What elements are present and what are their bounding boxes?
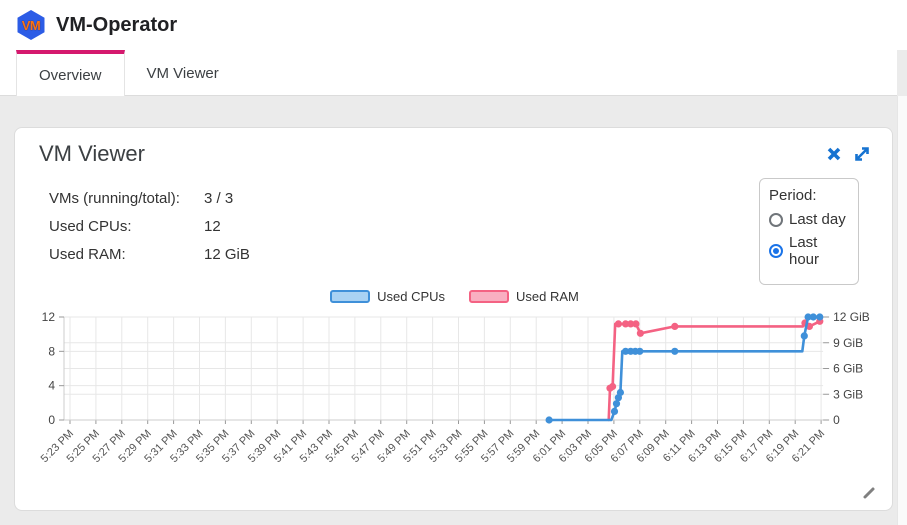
legend-used-ram[interactable]: Used RAM bbox=[469, 289, 579, 304]
usage-chart: 5:23 PM 5:25 PM 5:27 PM 5:29 PM 5:31 PM 5:33 … bbox=[15, 286, 894, 491]
svg-text:12 GiB: 12 GiB bbox=[833, 310, 870, 324]
used-ram-label: Used RAM bbox=[516, 289, 579, 304]
tab-bar: Overview VM Viewer bbox=[0, 50, 897, 97]
period-label: Period: bbox=[769, 187, 817, 204]
legend-used-cpus[interactable]: Used CPUs bbox=[330, 289, 445, 304]
period-selector: Period: Last day Last hour bbox=[759, 178, 859, 285]
app-header: VM VM-Operator bbox=[0, 0, 907, 50]
vm-operator-logo-icon: VM bbox=[17, 10, 45, 40]
usage-chart-svg: 5:23 PM5:25 PM5:27 PM5:29 PM5:31 PM5:33 … bbox=[39, 310, 870, 465]
svg-text:4: 4 bbox=[48, 379, 55, 393]
radio-last-day[interactable]: Last day bbox=[769, 211, 849, 228]
stat-vms: VMs (running/total): 3 / 3 bbox=[49, 184, 250, 212]
card-title: VM Viewer bbox=[39, 141, 145, 166]
stat-cpus: Used CPUs: 12 bbox=[49, 212, 250, 240]
chart-legend: Used CPUs Used RAM bbox=[15, 289, 894, 304]
svg-text:3 GiB: 3 GiB bbox=[833, 387, 863, 401]
stat-vms-label: VMs (running/total): bbox=[49, 189, 180, 207]
svg-text:8: 8 bbox=[48, 344, 55, 358]
stat-ram-value: 12 GiB bbox=[204, 245, 250, 263]
svg-text:12: 12 bbox=[42, 310, 56, 324]
tab-overview[interactable]: Overview bbox=[16, 50, 125, 97]
radio-last-day-label: Last day bbox=[789, 211, 846, 228]
vm-stats: VMs (running/total): 3 / 3 Used CPUs: 12… bbox=[49, 184, 250, 268]
resize-handle-icon[interactable] bbox=[862, 486, 876, 500]
svg-text:0: 0 bbox=[48, 413, 55, 427]
app-title: VM-Operator bbox=[56, 13, 178, 36]
used-cpus-swatch bbox=[330, 290, 371, 303]
used-ram-swatch bbox=[469, 290, 510, 303]
stat-vms-value: 3 / 3 bbox=[204, 189, 234, 207]
radio-last-hour-label: Last hour bbox=[789, 234, 820, 268]
expand-icon[interactable] bbox=[852, 144, 872, 164]
radio-last-hour[interactable]: Last hour bbox=[769, 234, 849, 268]
svg-text:6 GiB: 6 GiB bbox=[833, 362, 863, 376]
used-cpus-label: Used CPUs bbox=[377, 289, 446, 304]
radio-last-day-icon[interactable] bbox=[769, 212, 783, 227]
close-icon[interactable] bbox=[824, 144, 844, 164]
stat-ram-label: Used RAM: bbox=[49, 245, 126, 263]
scrollbar-track[interactable] bbox=[897, 96, 907, 525]
svg-text:9 GiB: 9 GiB bbox=[833, 336, 863, 350]
svg-text:0: 0 bbox=[833, 413, 840, 427]
logo-text: VM bbox=[21, 17, 41, 33]
radio-last-hour-icon[interactable] bbox=[769, 244, 783, 258]
tab-vm-viewer[interactable]: VM Viewer bbox=[146, 64, 219, 82]
stat-cpus-label: Used CPUs: bbox=[49, 217, 132, 235]
stat-cpus-value: 12 bbox=[204, 217, 221, 235]
vm-viewer-card: VM Viewer VMs (running/total): 3 / 3 bbox=[14, 127, 893, 511]
stat-ram: Used RAM: 12 GiB bbox=[49, 240, 250, 268]
